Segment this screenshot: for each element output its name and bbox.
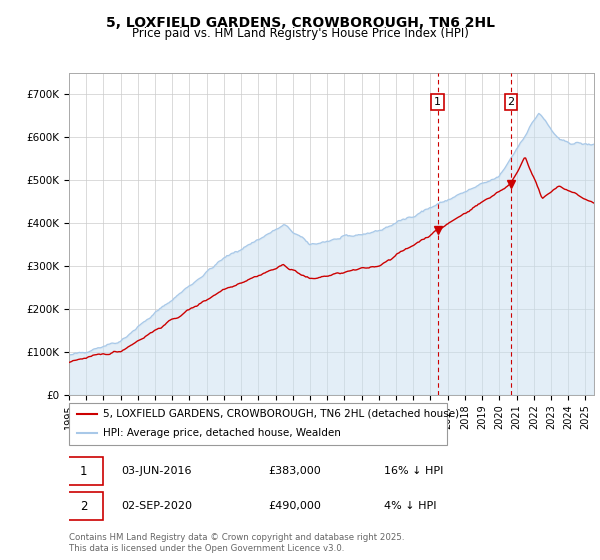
Text: 4% ↓ HPI: 4% ↓ HPI (384, 501, 437, 511)
Text: Price paid vs. HM Land Registry's House Price Index (HPI): Price paid vs. HM Land Registry's House … (131, 27, 469, 40)
Text: £490,000: £490,000 (269, 501, 322, 511)
Text: 2: 2 (80, 500, 87, 512)
Text: £383,000: £383,000 (269, 466, 321, 476)
FancyBboxPatch shape (64, 492, 103, 520)
Text: 2: 2 (507, 97, 514, 107)
Text: 5, LOXFIELD GARDENS, CROWBOROUGH, TN6 2HL: 5, LOXFIELD GARDENS, CROWBOROUGH, TN6 2H… (106, 16, 494, 30)
Text: 02-SEP-2020: 02-SEP-2020 (121, 501, 193, 511)
Text: 16% ↓ HPI: 16% ↓ HPI (384, 466, 443, 476)
Text: Contains HM Land Registry data © Crown copyright and database right 2025.
This d: Contains HM Land Registry data © Crown c… (69, 533, 404, 553)
Text: 1: 1 (80, 465, 87, 478)
FancyBboxPatch shape (69, 403, 447, 445)
Text: 1: 1 (434, 97, 441, 107)
FancyBboxPatch shape (64, 457, 103, 485)
Text: 03-JUN-2016: 03-JUN-2016 (121, 466, 192, 476)
Text: HPI: Average price, detached house, Wealden: HPI: Average price, detached house, Weal… (103, 428, 341, 438)
Text: 5, LOXFIELD GARDENS, CROWBOROUGH, TN6 2HL (detached house): 5, LOXFIELD GARDENS, CROWBOROUGH, TN6 2H… (103, 409, 459, 419)
